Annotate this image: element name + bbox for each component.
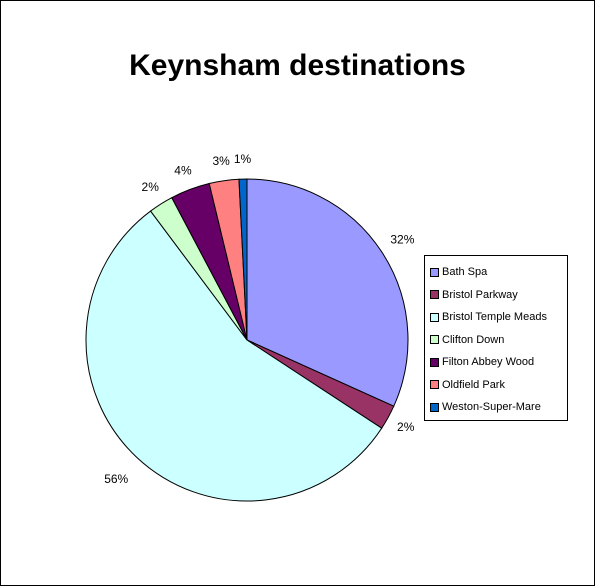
data-label: 2%: [397, 420, 415, 434]
data-label: 32%: [390, 233, 414, 247]
pie-slice-bath-spa: [246, 178, 409, 407]
legend-swatch: [430, 380, 439, 390]
legend-label: Weston-Super-Mare: [442, 401, 541, 414]
pie-slice-bristol-temple-meads: [85, 210, 383, 502]
legend-item: Clifton Down: [425, 329, 567, 352]
legend-label: Oldfield Park: [442, 378, 505, 391]
legend-swatch: [430, 290, 439, 300]
data-label: 1%: [234, 152, 252, 166]
legend-item: Bristol Parkway: [425, 284, 567, 307]
pie-slice-weston-super-mare: [238, 178, 248, 341]
chart-legend: Bath Spa Bristol Parkway Bristol Temple Me…: [424, 255, 568, 421]
legend-label: Bristol Parkway: [442, 288, 518, 301]
legend-item: Bath Spa: [425, 261, 567, 284]
legend-swatch: [430, 335, 439, 345]
data-label: 2%: [142, 180, 160, 194]
legend-item: Weston-Super-Mare: [425, 396, 567, 419]
legend-item: Oldfield Park: [425, 374, 567, 397]
legend-label: Bath Spa: [442, 266, 488, 279]
data-label: 56%: [104, 472, 128, 486]
data-label: 3%: [212, 154, 230, 168]
legend-swatch: [430, 267, 439, 277]
legend-label: Filton Abbey Wood: [442, 356, 535, 369]
data-label: 4%: [174, 164, 192, 178]
legend-swatch: [430, 312, 439, 322]
legend-item: Filton Abbey Wood: [425, 351, 567, 374]
legend-swatch: [430, 357, 439, 367]
legend-label: Bristol Temple Meads: [442, 311, 547, 324]
legend-label: Clifton Down: [442, 333, 505, 346]
legend-swatch: [430, 402, 439, 412]
legend-item: Bristol Temple Meads: [425, 306, 567, 329]
chart-title: Keynsham destinations: [129, 49, 466, 82]
